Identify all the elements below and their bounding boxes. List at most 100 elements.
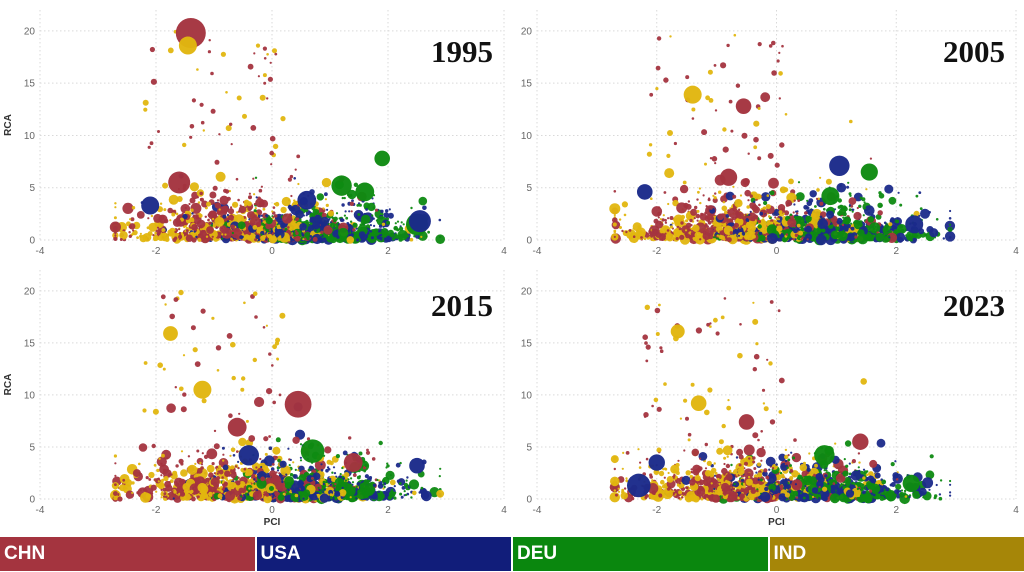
scatter-point-chn[interactable] [728, 218, 734, 223]
scatter-point-chn[interactable] [764, 214, 767, 217]
scatter-point-deu[interactable] [335, 212, 339, 215]
scatter-point-ind[interactable] [216, 468, 219, 471]
scatter-point-chn[interactable] [273, 214, 278, 218]
scatter-point-usa[interactable] [336, 235, 340, 239]
scatter-point-deu[interactable] [821, 228, 826, 233]
scatter-point-deu[interactable] [399, 461, 402, 465]
scatter-point-deu[interactable] [294, 468, 297, 471]
scatter-point-deu[interactable] [399, 492, 403, 496]
scatter-point-deu[interactable] [866, 234, 874, 242]
scatter-point-chn[interactable] [687, 200, 691, 203]
scatter-point-deu[interactable] [394, 227, 397, 230]
scatter-point-chn[interactable] [263, 57, 267, 60]
scatter-point-ind[interactable] [119, 231, 128, 240]
scatter-point-chn[interactable] [691, 117, 695, 120]
scatter-point-chn[interactable] [783, 210, 790, 216]
scatter-point-deu[interactable] [289, 473, 294, 477]
scatter-point-deu[interactable] [359, 223, 362, 226]
scatter-point-usa[interactable] [193, 230, 196, 233]
scatter-point-chn[interactable] [129, 223, 136, 230]
scatter-point-ind[interactable] [692, 224, 700, 232]
scatter-point-ind[interactable] [761, 229, 764, 232]
scatter-point-chn[interactable] [774, 216, 777, 219]
scatter-point-chn[interactable] [174, 386, 177, 389]
scatter-point-ind[interactable] [765, 204, 771, 210]
scatter-point-deu[interactable] [341, 475, 344, 478]
scatter-point-ind[interactable] [341, 474, 344, 477]
scatter-point-ind[interactable] [671, 222, 674, 225]
scatter-point-chn[interactable] [263, 81, 267, 85]
scatter-point-deu[interactable] [862, 214, 865, 217]
scatter-point-chn[interactable] [685, 75, 690, 80]
scatter-point-ind[interactable] [650, 197, 653, 200]
scatter-point-deu[interactable] [919, 207, 923, 211]
scatter-point-ind[interactable] [665, 233, 675, 242]
scatter-point-deu[interactable] [351, 481, 355, 484]
scatter-point-deu[interactable] [350, 477, 353, 480]
scatter-point-chn[interactable] [117, 496, 123, 502]
scatter-point-chn[interactable] [314, 459, 326, 471]
scatter-point-deu[interactable] [814, 232, 818, 235]
scatter-point-ind[interactable] [815, 225, 818, 229]
scatter-point-ind[interactable] [250, 233, 256, 239]
scatter-point-chn[interactable] [157, 130, 160, 133]
scatter-point-usa[interactable] [804, 233, 813, 241]
scatter-point-usa[interactable] [191, 212, 194, 215]
scatter-point-ind[interactable] [378, 479, 381, 482]
scatter-point-chn[interactable] [219, 195, 229, 205]
scatter-point-usa[interactable] [819, 215, 823, 219]
scatter-point-chn[interactable] [667, 217, 670, 220]
scatter-point-chn[interactable] [269, 61, 272, 64]
scatter-point-ind[interactable] [160, 496, 163, 499]
scatter-point-chn[interactable] [218, 469, 224, 475]
scatter-point-chn[interactable] [172, 210, 175, 213]
scatter-point-ind[interactable] [255, 43, 261, 48]
scatter-point-chn[interactable] [247, 206, 252, 212]
scatter-point-ind[interactable] [218, 465, 222, 469]
scatter-point-chn[interactable] [348, 436, 352, 440]
scatter-point-usa[interactable] [897, 191, 900, 194]
scatter-point-chn[interactable] [273, 479, 284, 490]
scatter-point-ind[interactable] [266, 53, 269, 56]
scatter-point-deu[interactable] [849, 194, 852, 197]
scatter-point-chn[interactable] [209, 212, 212, 216]
scatter-point-usa[interactable] [418, 491, 422, 494]
scatter-point-chn[interactable] [744, 189, 751, 197]
scatter-point-ind[interactable] [389, 479, 396, 486]
scatter-point-usa[interactable] [796, 210, 799, 213]
scatter-point-chn[interactable] [157, 232, 161, 236]
scatter-point-chn[interactable] [191, 496, 196, 502]
scatter-point-usa[interactable] [290, 238, 293, 242]
scatter-point-deu[interactable] [385, 470, 395, 480]
scatter-point-usa[interactable] [301, 488, 304, 492]
scatter-point-usa[interactable] [793, 203, 796, 206]
scatter-point-deu[interactable] [405, 479, 408, 482]
scatter-point-ind[interactable] [161, 491, 164, 494]
scatter-point-ind[interactable] [343, 472, 350, 478]
scatter-point-ind[interactable] [664, 168, 675, 179]
scatter-point-ind[interactable] [747, 224, 757, 233]
scatter-point-ind[interactable] [680, 214, 685, 220]
scatter-point-chn[interactable] [271, 463, 275, 466]
scatter-point-chn[interactable] [166, 457, 169, 460]
scatter-point-usa[interactable] [287, 447, 290, 450]
scatter-point-ind[interactable] [762, 206, 766, 210]
scatter-point-usa[interactable] [320, 216, 330, 226]
scatter-point-ind[interactable] [667, 130, 673, 136]
scatter-point-chn[interactable] [787, 218, 797, 228]
scatter-point-ind[interactable] [619, 226, 622, 229]
scatter-point-deu[interactable] [400, 221, 403, 224]
scatter-point-deu[interactable] [299, 443, 303, 446]
scatter-point-deu[interactable] [345, 216, 349, 220]
scatter-point-usa[interactable] [753, 200, 756, 204]
scatter-point-ind[interactable] [766, 194, 770, 197]
scatter-point-ind[interactable] [788, 178, 794, 185]
scatter-point-ind[interactable] [265, 324, 268, 327]
scatter-point-chn[interactable] [296, 154, 301, 159]
scatter-point-ind[interactable] [154, 231, 157, 235]
scatter-point-usa[interactable] [850, 226, 855, 231]
scatter-point-chn[interactable] [119, 238, 123, 241]
scatter-point-ind[interactable] [757, 107, 761, 110]
scatter-point-deu[interactable] [299, 459, 303, 462]
scatter-point-usa[interactable] [383, 490, 387, 495]
